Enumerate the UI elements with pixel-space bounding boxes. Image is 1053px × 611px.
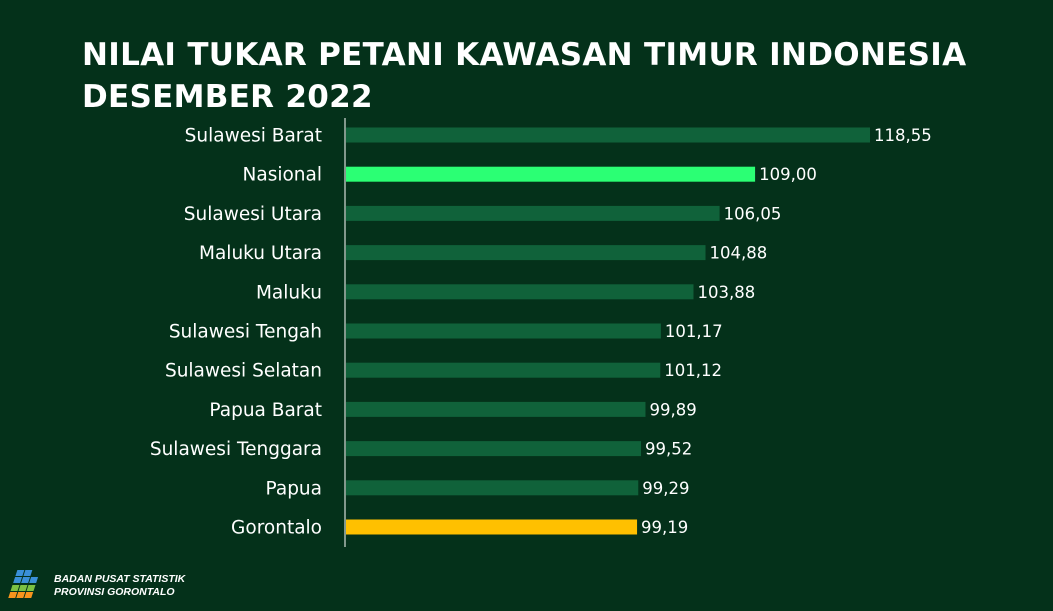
value-label: 99,29 xyxy=(642,479,689,498)
value-label: 101,12 xyxy=(664,361,722,380)
value-label: 99,89 xyxy=(649,400,696,419)
category-label: Sulawesi Tenggara xyxy=(150,439,322,460)
bar-papua-barat xyxy=(346,401,646,417)
bar-sulawesi-tengah xyxy=(346,323,661,339)
bar-chart: Sulawesi Barat 118,55 Nasional 109,00 Sulawe… xyxy=(150,118,932,547)
value-label: 109,00 xyxy=(759,165,817,184)
footer: BADAN PUSAT STATISTIK PROVINSI GORONTALO xyxy=(8,568,185,604)
category-label: Papua Barat xyxy=(209,400,322,421)
chart-title: NILAI TUKAR PETANI KAWASAN TIMUR INDONES… xyxy=(82,34,966,118)
chart-title-line1: NILAI TUKAR PETANI KAWASAN TIMUR INDONES… xyxy=(82,37,967,73)
bar-maluku-utara xyxy=(346,245,706,261)
category-label: Sulawesi Tengah xyxy=(169,322,322,343)
bar-sulawesi-utara xyxy=(346,205,720,221)
bar-sulawesi-barat xyxy=(346,127,870,143)
category-label: Maluku xyxy=(256,282,322,303)
value-label: 118,55 xyxy=(874,126,932,145)
category-label: Sulawesi Selatan xyxy=(165,361,322,382)
value-label: 99,52 xyxy=(645,440,692,459)
category-label: Papua xyxy=(266,478,322,499)
organization-line1: BADAN PUSAT STATISTIK xyxy=(54,573,186,585)
bar-maluku xyxy=(346,284,694,300)
value-label: 106,05 xyxy=(724,204,782,223)
category-label: Maluku Utara xyxy=(199,243,322,264)
bar-gorontalo xyxy=(346,519,638,535)
category-label: Nasional xyxy=(243,165,322,186)
organization-line2: PROVINSI GORONTALO xyxy=(54,586,175,598)
organization-name: BADAN PUSAT STATISTIK PROVINSI GORONTALO xyxy=(54,573,185,599)
bar-sulawesi-selatan xyxy=(346,362,661,378)
category-label: Sulawesi Barat xyxy=(185,126,322,147)
category-label: Sulawesi Utara xyxy=(184,204,322,225)
bar-nasional xyxy=(346,166,756,182)
bps-logo-icon xyxy=(8,570,39,598)
value-label: 104,88 xyxy=(710,244,768,263)
category-label: Gorontalo xyxy=(231,518,322,539)
chart-title-line2: DESEMBER 2022 xyxy=(82,79,373,115)
bar-sulawesi-tenggara xyxy=(346,441,642,457)
bar-papua xyxy=(346,480,639,496)
value-label: 99,19 xyxy=(641,518,688,537)
value-label: 103,88 xyxy=(697,283,755,302)
value-label: 101,17 xyxy=(665,322,723,341)
